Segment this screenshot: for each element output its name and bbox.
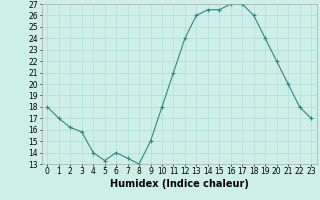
X-axis label: Humidex (Indice chaleur): Humidex (Indice chaleur) <box>110 179 249 189</box>
